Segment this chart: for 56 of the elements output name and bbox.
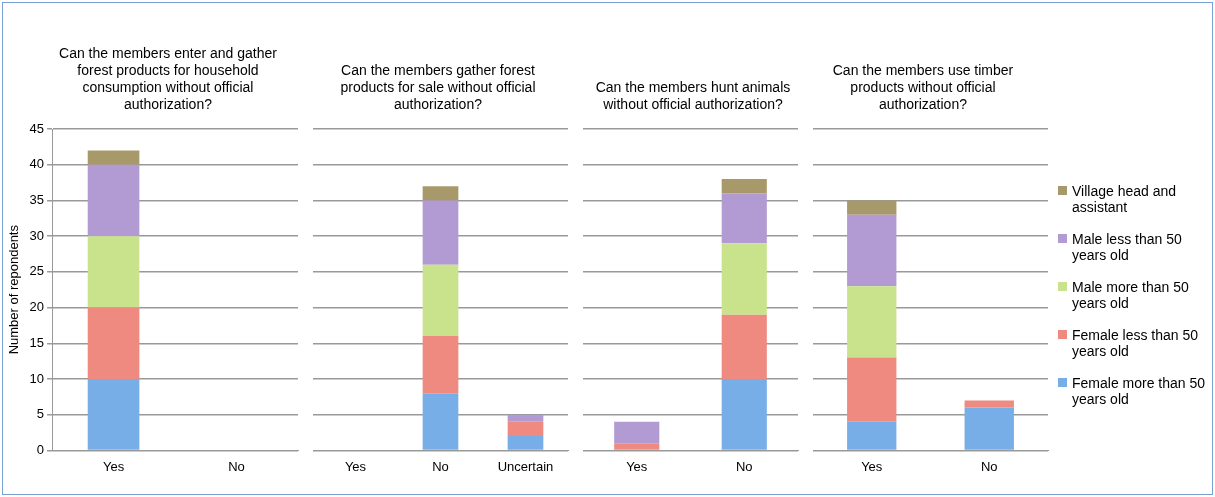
legend-label: Male less than 50 years old (1072, 231, 1182, 263)
x-tick-label: No (228, 458, 245, 474)
bar (507, 414, 544, 422)
bar (721, 179, 767, 194)
x-tick-label: Yes (626, 458, 648, 474)
bar (422, 336, 459, 394)
bar (847, 357, 897, 422)
x-tick-label: Yes (344, 458, 367, 474)
chart-title: Can the members use timber products without official authorization? (831, 61, 1015, 113)
x-tick-label: No (432, 458, 449, 474)
chart-title: Can the members enter and gather forest products for household consumption without official authorization? (58, 44, 278, 113)
y-tick-label: 20 (29, 299, 45, 315)
y-tick-label: 15 (29, 334, 45, 350)
legend-label: Female more than 50 years old (1072, 375, 1206, 407)
y-axis-title: Number of repondents (6, 224, 22, 355)
bar (87, 164, 140, 237)
bar (721, 314, 767, 379)
x-tick-label: No (735, 458, 753, 474)
bar (847, 286, 897, 358)
y-tick-label: 30 (29, 227, 45, 243)
legend-label: Male more than 50 years old (1072, 279, 1189, 311)
bar (422, 393, 459, 450)
bar (507, 436, 544, 450)
x-tick-label: Yes (102, 458, 125, 474)
bar (721, 378, 767, 450)
bar (87, 378, 140, 450)
bar (87, 236, 140, 308)
x-tick-label: Yes (861, 458, 883, 474)
bar (614, 443, 660, 450)
bar (507, 421, 544, 437)
chart-title: Can the members gather forest products for sale without official authorization? (339, 61, 537, 113)
y-tick-label: 35 (29, 192, 45, 207)
bar (721, 243, 767, 315)
y-tick-label: 10 (29, 370, 45, 386)
bar (422, 200, 459, 265)
legend-label: Female less than 50 years old (1072, 327, 1199, 359)
bar (847, 200, 897, 215)
bar (614, 421, 660, 444)
x-tick-label: Uncertain (497, 458, 554, 474)
bar (964, 400, 1014, 408)
bar (964, 407, 1014, 450)
bar (422, 186, 459, 201)
y-tick-label: 5 (36, 406, 45, 422)
bar (422, 264, 459, 337)
y-tick-label: 45 (29, 120, 45, 136)
bar (847, 214, 897, 287)
y-tick-label: 0 (36, 441, 45, 457)
bar (721, 193, 767, 244)
y-tick-label: 40 (29, 156, 45, 172)
x-tick-label: No (980, 458, 998, 474)
legend-label: Village head and assistant (1072, 183, 1177, 215)
bar (87, 150, 140, 165)
y-tick-label: 25 (29, 263, 45, 279)
chart-title: Can the members hunt animals without official authorization? (594, 78, 792, 113)
bar (87, 307, 140, 379)
bar (847, 421, 897, 450)
